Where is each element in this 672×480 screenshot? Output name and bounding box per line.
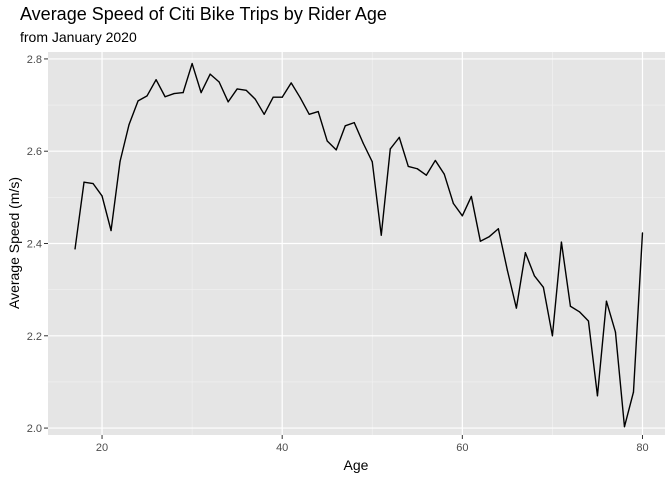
data-point — [344, 125, 346, 127]
data-point — [146, 95, 148, 97]
x-tick-label: 60 — [456, 442, 468, 454]
data-point — [236, 88, 238, 90]
y-tick-label: 2.6 — [27, 146, 42, 158]
data-point — [155, 79, 157, 81]
x-tick-label: 40 — [276, 442, 288, 454]
data-point — [101, 195, 103, 197]
data-point — [425, 174, 427, 176]
data-point — [254, 98, 256, 100]
data-point — [569, 305, 572, 307]
data-point — [83, 181, 85, 183]
data-point — [515, 307, 517, 309]
data-point — [542, 286, 545, 288]
data-point — [434, 159, 436, 162]
data-point — [128, 123, 130, 126]
x-tick-label: 20 — [96, 442, 108, 454]
data-point — [596, 395, 599, 397]
data-point — [533, 275, 535, 277]
x-tick-label: 80 — [636, 442, 648, 454]
data-point — [191, 62, 193, 65]
data-point — [218, 81, 220, 83]
data-point — [497, 228, 499, 230]
data-point — [281, 96, 283, 98]
y-tick-label: 2.8 — [27, 54, 42, 66]
data-point — [416, 168, 418, 170]
data-point — [74, 248, 76, 250]
data-point — [560, 241, 563, 243]
data-point — [578, 311, 581, 313]
data-point — [587, 320, 590, 322]
y-axis-ticks: 2.0 2.2 2.4 2.6 2.8 — [27, 54, 48, 435]
data-point — [209, 73, 211, 75]
data-point — [371, 161, 373, 163]
data-point — [407, 165, 409, 168]
data-point — [524, 252, 526, 254]
data-point — [200, 92, 202, 94]
data-point — [443, 173, 445, 175]
x-axis-ticks: 20 40 60 80 — [96, 435, 649, 454]
data-point — [173, 92, 175, 95]
y-tick-label: 2.4 — [27, 239, 42, 251]
data-point — [164, 96, 166, 98]
data-point — [110, 229, 112, 232]
data-point — [137, 100, 139, 102]
y-tick-label: 2.0 — [27, 423, 42, 435]
data-point — [362, 142, 364, 144]
chart-subtitle: from January 2020 — [20, 29, 137, 45]
data-point — [263, 113, 265, 115]
data-point — [470, 195, 472, 198]
data-point — [641, 232, 644, 234]
data-point — [479, 240, 481, 242]
y-axis-label: Average Speed (m/s) — [6, 177, 22, 309]
data-point — [605, 300, 608, 302]
data-point — [632, 391, 635, 393]
data-point — [353, 122, 355, 124]
data-point — [380, 234, 382, 236]
speed-series-line — [74, 62, 644, 428]
data-point — [623, 426, 626, 428]
data-point — [227, 101, 229, 103]
data-point — [461, 215, 463, 217]
data-point — [335, 149, 337, 151]
data-point — [398, 136, 400, 138]
data-point — [317, 110, 319, 113]
data-point — [506, 269, 508, 271]
data-point — [245, 89, 247, 91]
data-point — [614, 331, 617, 333]
minor-gridlines — [48, 52, 665, 435]
data-point — [92, 182, 94, 185]
data-point — [119, 160, 121, 162]
data-point — [452, 202, 454, 204]
data-point — [488, 235, 490, 238]
data-points — [74, 62, 644, 428]
data-point — [326, 140, 328, 142]
data-point — [551, 335, 554, 337]
data-point — [308, 113, 310, 115]
data-point — [299, 97, 301, 99]
chart-title: Average Speed of Citi Bike Trips by Ride… — [20, 4, 387, 24]
data-point — [272, 96, 274, 98]
data-point — [290, 82, 292, 84]
x-axis-label: Age — [344, 457, 369, 473]
data-point — [389, 148, 391, 150]
data-point — [182, 92, 184, 94]
y-tick-label: 2.2 — [27, 331, 42, 343]
